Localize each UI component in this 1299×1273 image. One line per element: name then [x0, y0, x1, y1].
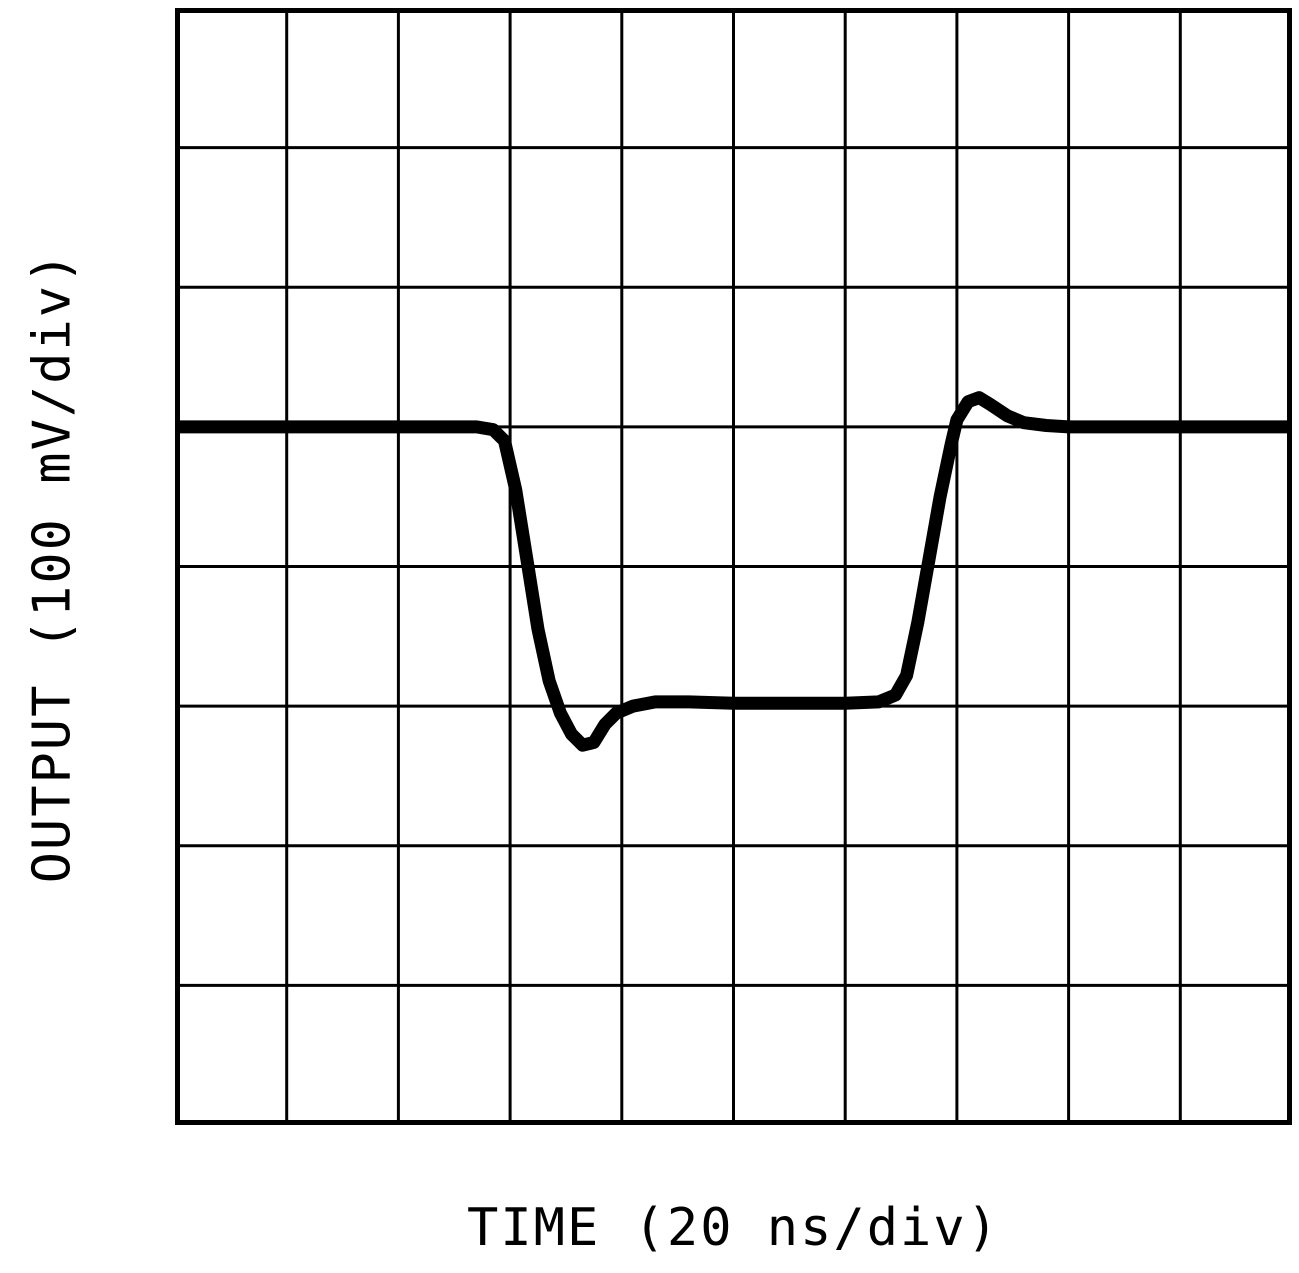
- y-axis-label: OUTPUT (100 mV/div): [22, 250, 83, 883]
- grid-and-trace-svg: [175, 8, 1292, 1125]
- waveform-trace: [175, 391, 1292, 752]
- grid-border: [175, 8, 1292, 1125]
- x-axis-label: TIME (20 ns/div): [467, 1198, 1000, 1258]
- y-axis-label-wrap: OUTPUT (100 mV/div): [0, 8, 112, 1125]
- plot-area: [175, 8, 1292, 1125]
